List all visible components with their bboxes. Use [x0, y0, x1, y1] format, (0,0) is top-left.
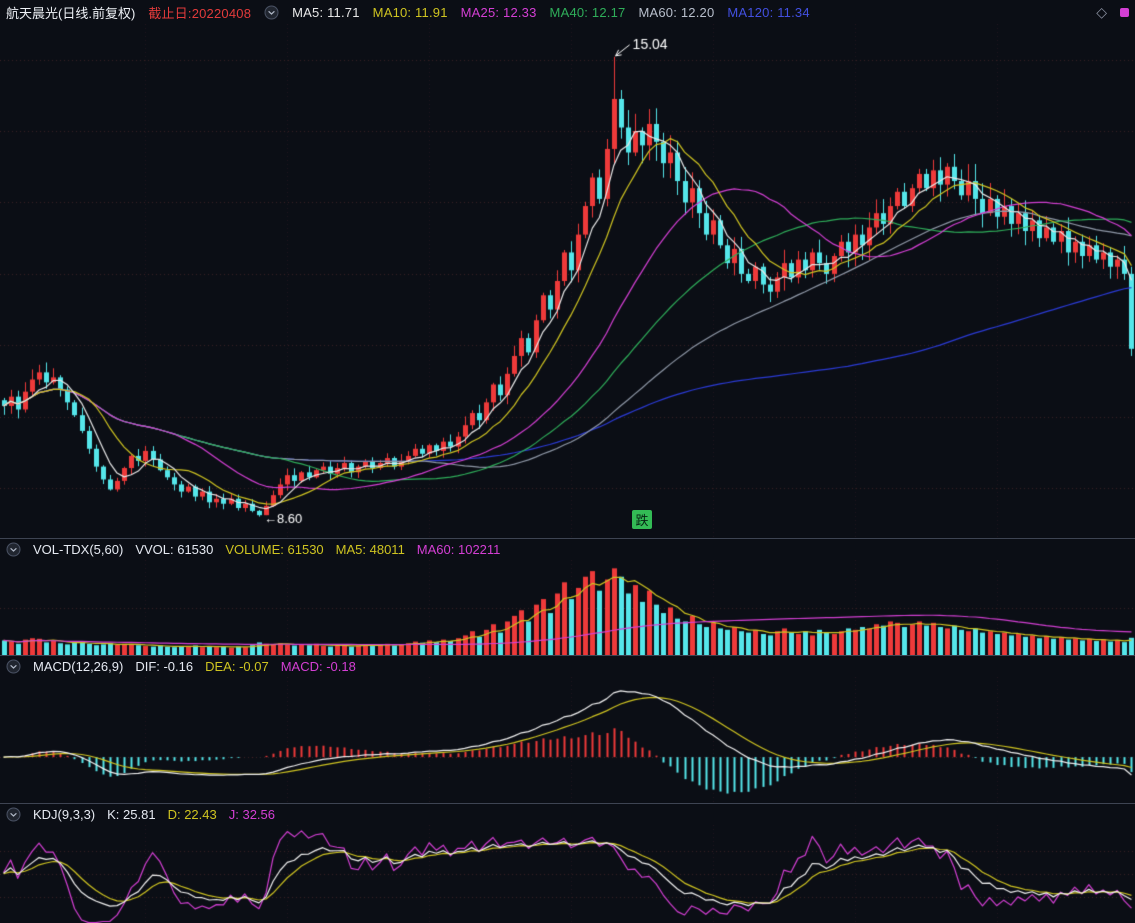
- ma60-label: MA60: 12.20: [638, 4, 715, 20]
- event-badge-fall[interactable]: 跌: [631, 510, 652, 529]
- volume-panel: VOL-TDX(5,60) VVOL: 61530 VOLUME: 61530 …: [0, 538, 1135, 655]
- kdj-indicator-name: KDJ(9,3,3): [33, 807, 96, 822]
- macd-value: MACD: -0.18: [280, 659, 356, 674]
- vol-ma5-value: MA5: 48011: [335, 542, 405, 557]
- dif-value: DIF: -0.16: [135, 659, 194, 674]
- stock-title: 航天晨光(日线.前复权): [6, 5, 136, 21]
- dea-value: DEA: -0.07: [205, 659, 269, 674]
- magenta-square-icon[interactable]: [1120, 7, 1129, 17]
- j-value: J: 32.56: [228, 807, 275, 822]
- kdj-panel: KDJ(9,3,3) K: 25.81 D: 22.43 J: 32.56: [0, 803, 1135, 923]
- kdj-header: KDJ(9,3,3) K: 25.81 D: 22.43 J: 32.56: [0, 804, 1135, 825]
- as-of-date: 截止日:20220408: [148, 5, 252, 21]
- kdj-chart-canvas[interactable]: [0, 825, 1135, 923]
- chart-header: 航天晨光(日线.前复权) 截止日:20220408 MA5: 11.71 MA1…: [0, 0, 1135, 24]
- k-value: K: 25.81: [107, 807, 156, 822]
- collapse-chevron-icon[interactable]: [6, 807, 21, 822]
- volume-header: VOL-TDX(5,60) VVOL: 61530 VOLUME: 61530 …: [0, 539, 1135, 560]
- ma25-label: MA25: 12.33: [460, 4, 537, 20]
- volume-value: VOLUME: 61530: [225, 542, 324, 557]
- diamond-icon[interactable]: ◇: [1096, 4, 1107, 20]
- vol-ma60-value: MA60: 102211: [416, 542, 501, 557]
- ma5-label: MA5: 11.71: [292, 4, 360, 20]
- price-panel: 跌: [0, 24, 1135, 538]
- ma10-label: MA10: 11.91: [372, 4, 448, 20]
- macd-indicator-name: MACD(12,26,9): [33, 659, 124, 674]
- collapse-chevron-icon[interactable]: [6, 659, 21, 674]
- ma120-label: MA120: 11.34: [727, 4, 810, 20]
- macd-panel: MACD(12,26,9) DIF: -0.16 DEA: -0.07 MACD…: [0, 655, 1135, 803]
- volume-chart-canvas[interactable]: [0, 560, 1135, 655]
- macd-chart-canvas[interactable]: [0, 677, 1135, 803]
- d-value: D: 22.43: [167, 807, 217, 822]
- volume-indicator-name: VOL-TDX(5,60): [33, 542, 124, 557]
- ma40-label: MA40: 12.17: [549, 4, 626, 20]
- collapse-chevron-icon[interactable]: [6, 542, 21, 557]
- macd-header: MACD(12,26,9) DIF: -0.16 DEA: -0.07 MACD…: [0, 656, 1135, 677]
- main-chart-canvas[interactable]: [0, 24, 1135, 538]
- vvol-value: VVOL: 61530: [135, 542, 214, 557]
- collapse-chevron-icon[interactable]: [264, 5, 279, 20]
